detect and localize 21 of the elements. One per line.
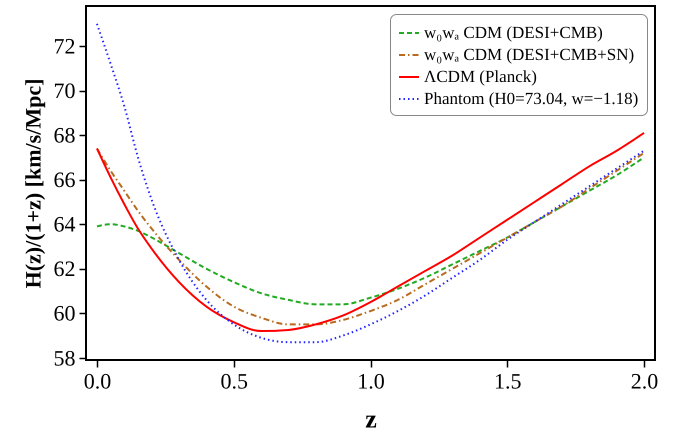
- x-axis-title: z: [365, 404, 377, 432]
- y-tick-label: 66: [54, 167, 76, 192]
- legend-label: w₀wₐ CDM (DESI+CMB+SN): [424, 45, 634, 64]
- line-series: [96, 22, 646, 344]
- y-tick-label: 70: [54, 78, 76, 104]
- legend-label: Phantom (H0=73.04, w=−1.18): [424, 89, 638, 108]
- x-tick-label: 0.5: [220, 368, 248, 394]
- y-tick-label: 68: [54, 122, 76, 148]
- y-tick-label: 60: [54, 300, 76, 326]
- x-tick-label: 1.0: [357, 368, 385, 394]
- x-tick-label: 0.0: [84, 368, 112, 394]
- y-tick-label: 72: [54, 34, 76, 59]
- y-tick-label: 64: [54, 212, 76, 237]
- legend-label: ΛCDM (Planck): [424, 67, 537, 86]
- y-tick-label: 58: [54, 345, 76, 370]
- x-tick-label: 1.5: [494, 368, 522, 394]
- legend-label: w₀wₐ CDM (DESI+CMB): [424, 23, 603, 42]
- y-axis-title: H(z)/(1+z) [km/s/Mpc]: [20, 78, 46, 288]
- x-tick-label: 2.0: [630, 368, 658, 394]
- y-tick-label: 62: [54, 256, 76, 282]
- line-series: [96, 156, 646, 306]
